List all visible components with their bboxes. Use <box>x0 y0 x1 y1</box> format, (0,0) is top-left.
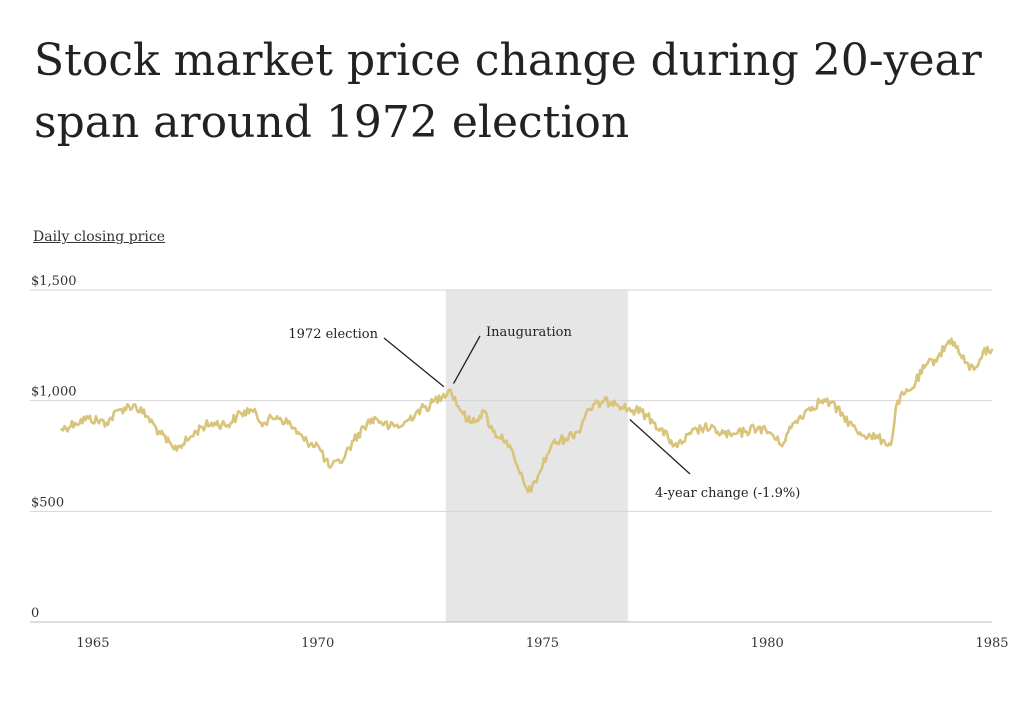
x-tick-label: 1970 <box>301 636 334 651</box>
term-highlight-band <box>445 290 628 622</box>
y-tick-label: $1,000 <box>31 385 77 400</box>
chart-subtitle: Daily closing price <box>33 229 165 245</box>
election-leader-line <box>383 337 445 388</box>
x-tick-label: 1985 <box>975 636 1008 651</box>
y-tick-label: 0 <box>31 606 39 621</box>
change-annotation: 4-year change (-1.9%) <box>655 486 800 501</box>
inauguration-annotation: Inauguration <box>486 325 572 340</box>
inauguration-leader-line <box>452 335 481 384</box>
change-leader-line <box>629 419 691 475</box>
y-tick-label: $500 <box>31 495 64 510</box>
x-tick-label: 1975 <box>526 636 559 651</box>
chart-title: Stock market price change during 20-year… <box>34 35 982 148</box>
election-annotation: 1972 election <box>288 327 378 342</box>
y-tick-label: $1,500 <box>31 274 77 289</box>
x-tick-label: 1965 <box>76 636 109 651</box>
x-tick-label: 1980 <box>751 636 784 651</box>
price-series-line <box>60 337 994 494</box>
